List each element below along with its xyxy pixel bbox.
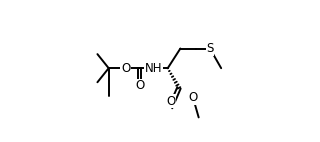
Text: O: O bbox=[121, 62, 130, 75]
Text: O: O bbox=[188, 91, 198, 104]
Text: O: O bbox=[135, 79, 144, 92]
Text: S: S bbox=[206, 42, 214, 55]
Text: O: O bbox=[166, 95, 175, 107]
Text: NH: NH bbox=[145, 62, 163, 75]
